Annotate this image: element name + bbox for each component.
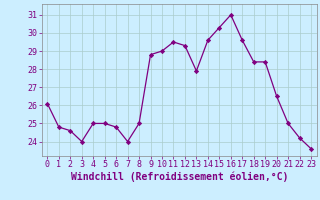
X-axis label: Windchill (Refroidissement éolien,°C): Windchill (Refroidissement éolien,°C)	[70, 172, 288, 182]
